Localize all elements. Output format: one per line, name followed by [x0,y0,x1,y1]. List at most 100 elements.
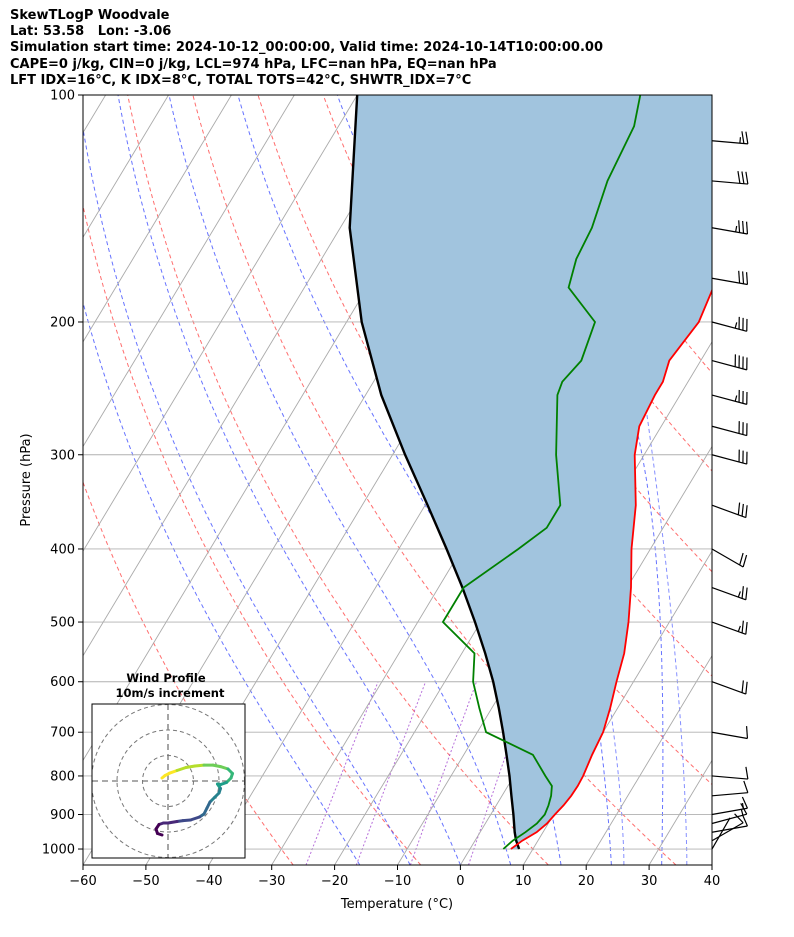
wind-barb-flag [745,766,749,780]
wind-barb-flag [741,814,749,827]
isotherm-line [83,95,421,657]
x-axis-label: Temperature (°C) [340,897,453,912]
inset-subtitle: 10m/s increment [116,686,225,700]
wind-barbs [711,131,749,850]
x-tick-label: 0 [456,874,464,889]
wind-barb [711,220,749,235]
wind-barb [711,813,744,842]
wind-barb-half-flag [735,225,738,233]
hodograph-segment [184,764,197,769]
wind-barb-staff [711,731,748,740]
isotherm-line [83,95,232,343]
y-tick-label: 800 [50,769,75,784]
wind-barb [711,766,749,780]
wind-barb-flag [741,620,744,634]
title-line-location: Lat: 53.58 Lon: -3.06 [10,24,172,40]
dewpoint-line [441,95,642,850]
wind-barb-flag [741,586,744,599]
wind-barb-flag [741,680,744,693]
wind-barb-staff [711,586,747,601]
wind-barb [711,421,748,437]
isotherm-line [585,654,712,865]
x-tick-label: 40 [704,874,721,889]
mixing-ratio-line [305,681,379,865]
title-line-station: SkewTLogP Woodvale [10,8,170,23]
wind-barb-flag [745,221,749,235]
y-tick-label: 200 [50,315,75,330]
wind-barb-flag [745,272,749,285]
y-tick-label: 1000 [42,843,75,858]
x-tick-label: 20 [578,874,595,889]
wind-barb-flag [742,271,745,284]
wind-barb [711,817,731,850]
inset-frame [91,703,246,859]
wind-barb-flag [738,220,741,233]
wind-barb-staff [711,813,747,825]
wind-barb-staff [711,180,748,185]
wind-barb-flag [741,131,745,144]
cin-shaded-area [349,95,712,849]
mixing-ratio-line [355,681,427,865]
wind-barb [711,726,749,740]
wind-barb [711,354,748,371]
wind-barb [711,548,748,568]
wind-barb-staff [711,277,748,286]
x-tick-label: −30 [258,874,285,889]
wind-barb [711,389,748,405]
wind-barb-staff [711,681,747,695]
moist-adiabat [710,95,712,865]
wind-barb-flag [734,813,744,824]
y-tick-label: 500 [50,616,75,631]
dry-adiabat [83,203,422,865]
wind-barb-flag [741,171,745,184]
x-tick-label: −20 [321,874,348,889]
wind-barb [711,680,748,695]
moist-adiabat-right [450,95,625,865]
x-tick-label: −40 [195,874,222,889]
chart-title: SkewTLogP Woodvale Lat: 53.58 Lon: -3.06… [10,8,603,89]
y-tick-label: 100 [50,89,75,104]
hodograph-segment [189,815,201,822]
hodograph-trace [154,763,234,837]
wind-barb-staff [711,425,747,437]
wind-barb [711,171,749,185]
moist-adiabat [168,95,512,865]
hodograph-segment [175,766,188,772]
y-axis-label: Pressure (hPa) [19,433,34,526]
wind-barb-staff [711,817,731,850]
wind-barb-flag [743,780,749,793]
wind-barb-staff [711,359,747,371]
wind-profile-inset: Wind Profile 10m/s increment [91,671,246,859]
wind-barb-staff [711,140,748,145]
wind-barb [711,502,748,519]
wind-barb-flag [742,554,748,568]
y-tick-label: 700 [50,726,75,741]
x-tick-label: −50 [132,874,159,889]
wind-barb-flag [742,220,745,234]
wind-barb-flag [741,796,749,809]
wind-barb-flag [745,171,749,185]
wind-barb-staff [711,792,748,797]
wind-barb-half-flag [741,802,745,810]
wind-barb-staff [711,321,747,332]
wind-barb-staff [711,822,744,842]
y-tick-label: 600 [50,675,75,690]
wind-barb-staff [711,548,744,568]
wind-barb-flag [739,552,744,566]
cape-cin-shading [349,95,712,849]
x-tick-label: 10 [515,874,532,889]
mixing-ratio-line [409,681,477,865]
hodograph-segment [156,832,164,837]
wind-barb [711,131,749,145]
wind-barb-half-flag [739,137,742,144]
wind-barb [711,270,749,286]
wind-barb-staff [711,825,748,833]
wind-barb-flag [745,131,749,144]
wind-barb-flag [745,726,749,739]
wind-barb [711,316,748,332]
y-tick-label: 300 [50,448,75,463]
isotherm-line [83,95,295,448]
dry-adiabat [127,95,549,865]
wind-barb-staff [711,394,747,405]
wind-barb-staff [711,454,747,465]
